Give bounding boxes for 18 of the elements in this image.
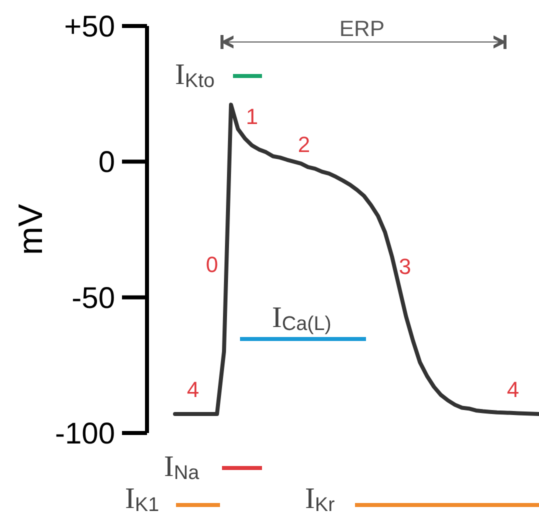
annotation: 2 (298, 132, 310, 157)
text: I$_{Kr}$ (305, 483, 336, 516)
annotation: I$_{Kto}$ (175, 59, 215, 92)
y-tick-label: 0 (98, 146, 115, 180)
annotation: ERP (339, 16, 385, 41)
y-tick-label: -100 (54, 418, 115, 450)
annotation: 3 (398, 254, 412, 279)
line-series (173, 102, 539, 416)
annotation: 0 (206, 252, 218, 277)
y-axis-title: mV (12, 204, 50, 255)
text: I$_{K1}$ (125, 483, 160, 516)
y-tick-label: +50 (64, 10, 115, 44)
y-tick-label: -50 (72, 282, 115, 315)
annotation: 1 (246, 104, 258, 129)
annotation: 4 (186, 377, 200, 402)
annotation: I$_{Ca(L)}$ (272, 302, 332, 335)
text: I$_{Na}$ (164, 451, 200, 484)
annotation: 4 (506, 377, 520, 402)
